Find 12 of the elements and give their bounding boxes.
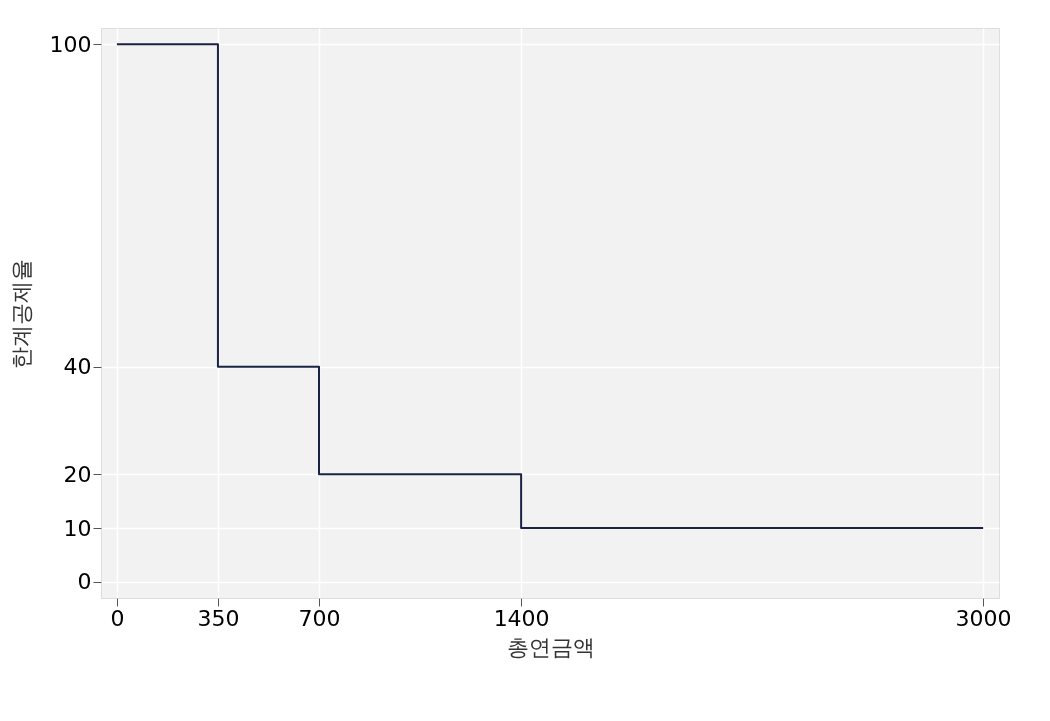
x-tick-label: 0 [110,605,125,631]
y-tick-label: 40 [63,354,92,380]
x-tick-label: 3000 [955,605,1012,631]
y-tick-label: 10 [63,515,92,541]
x-axis-title: 총연금액 [506,634,595,660]
y-tick-label: 0 [77,569,92,595]
y-axis-title: 한계공제율 [8,258,34,369]
y-tick-label: 100 [49,31,92,57]
y-tick-label: 20 [63,461,92,487]
x-tick-label: 1400 [493,605,550,631]
x-tick-label: 700 [298,605,341,631]
x-tick-label: 350 [197,605,240,631]
